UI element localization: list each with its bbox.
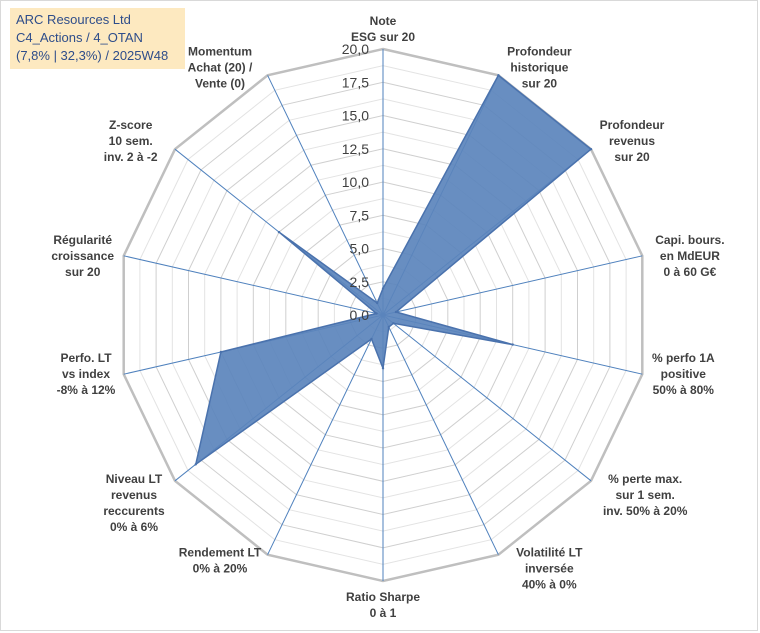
axis-spoke [382, 255, 643, 316]
axis-label: Profondeur revenus sur 20 [600, 118, 665, 164]
data-point [376, 301, 379, 305]
axis-label-line: Ratio Sharpe [346, 590, 420, 604]
series-area [194, 74, 593, 467]
axis-label: Note ESG sur 20 [351, 14, 415, 44]
axis-label: Ratio Sharpe 0 à 1 [346, 590, 420, 620]
tick-label: 20,0 [342, 41, 369, 57]
axis-label-line: % perte max. [608, 472, 682, 486]
data-point [194, 463, 197, 466]
tick-label: 7,5 [350, 207, 370, 223]
axis-label-line: 0% à 6% [110, 520, 158, 534]
axis-label-line: revenus [609, 134, 655, 148]
data-point [392, 322, 395, 325]
data-point [219, 350, 223, 354]
axis-label: Capi. bours. en MdEUR 0 à 60 G€ [655, 233, 724, 279]
axis-label-line: Régularité [53, 233, 112, 247]
axis-label: Perfo. LT vs index -8% à 12% [57, 351, 116, 397]
axis-label-line: sur 20 [614, 150, 650, 164]
axis-label-line: 10 sem. [109, 134, 153, 148]
axis-label-line: 50% à 80% [653, 383, 715, 397]
radar-tick-labels: 0,0 2,5 5,0 7,5 10,0 12,5 15,0 17,5 20,0 [342, 41, 369, 323]
axis-label: Régularité croissance sur 20 [51, 233, 114, 279]
axis-label-line: reccurents [103, 504, 165, 518]
axis-label-line: Vente (0) [195, 76, 245, 90]
data-point [370, 337, 373, 341]
data-point [387, 325, 390, 329]
axis-label-line: revenus [111, 488, 157, 502]
axis-label-line: Z-score [109, 118, 153, 132]
title-line-category: C4_Actions / 4_OTAN [16, 30, 143, 45]
tick-label: 5,0 [350, 241, 370, 257]
data-point [394, 310, 398, 314]
axis-label: Z-score 10 sem. inv. 2 à -2 [104, 118, 158, 164]
tick-label: 12,5 [342, 141, 369, 157]
data-point [497, 74, 500, 77]
data-point [277, 230, 281, 234]
tick-label: 0,0 [350, 307, 370, 323]
axis-label: Volatilité LT inversée 40% à 0% [516, 546, 583, 592]
axis-label-line: positive [661, 367, 707, 381]
data-point [589, 148, 593, 151]
axis-label-line: inversée [525, 562, 574, 576]
axis-label-line: Perfo. LT [60, 351, 112, 365]
axis-label-line: Volatilité LT [516, 546, 583, 560]
axis-spoke [382, 314, 592, 482]
axis-spoke [382, 314, 499, 555]
title-line-company: ARC Resources Ltd [16, 12, 131, 27]
axis-label: Rendement LT 0% à 20% [179, 546, 262, 576]
data-point [381, 367, 385, 370]
axis-spoke [267, 314, 384, 555]
axis-label-line: inv. 2 à -2 [104, 150, 158, 164]
axis-label-line: 0% à 20% [193, 562, 248, 576]
tick-label: 17,5 [342, 74, 369, 90]
chart-title-box: ARC Resources Ltd C4_Actions / 4_OTAN (7… [10, 8, 185, 69]
axis-label: Niveau LT revenus reccurents 0% à 6% [103, 472, 165, 534]
axis-label-line: inv. 50% à 20% [603, 504, 688, 518]
axis-label-line: sur 20 [522, 76, 558, 90]
axis-label-line: Achat (20) / [188, 60, 253, 74]
axis-label-line: Rendement LT [179, 546, 262, 560]
axis-label-line: ESG sur 20 [351, 30, 415, 44]
axis-label-line: 40% à 0% [522, 578, 577, 592]
axis-label-line: Note [370, 14, 397, 28]
data-point [381, 287, 385, 290]
axis-label: Momentum Achat (20) / Vente (0) [188, 44, 253, 90]
axis-label-line: en MdEUR [660, 249, 720, 263]
axis-label-line: sur 20 [65, 265, 101, 279]
axis-label-line: historique [510, 60, 568, 74]
tick-label: 15,0 [342, 108, 369, 124]
axis-label-line: sur 1 sem. [616, 488, 675, 502]
data-point [375, 312, 378, 315]
axis-label-line: vs index [62, 367, 110, 381]
axis-spoke [123, 255, 384, 316]
data-point [511, 343, 514, 346]
axis-label-line: 0 à 1 [370, 606, 397, 620]
axis-label: Profondeur historique sur 20 [507, 44, 572, 90]
axis-label-line: Niveau LT [106, 472, 163, 486]
axis-label-line: croissance [51, 249, 114, 263]
title-line-stats: (7,8% | 32,3%) / 2025W48 [16, 48, 169, 63]
axis-label-line: Capi. bours. [655, 233, 724, 247]
axis-spoke [267, 75, 384, 316]
radar-series [194, 74, 593, 467]
axis-label-line: 0 à 60 G€ [664, 265, 717, 279]
tick-label: 2,5 [350, 274, 370, 290]
axis-label-line: Profondeur [600, 118, 665, 132]
axis-label: % perte max. sur 1 sem. inv. 50% à 20% [603, 472, 688, 518]
axis-label-line: % perfo 1A [652, 351, 715, 365]
axis-label: % perfo 1A positive 50% à 80% [652, 351, 715, 397]
axis-label-line: Momentum [188, 44, 252, 58]
axis-label-line: -8% à 12% [57, 383, 116, 397]
axis-label-line: Profondeur [507, 44, 572, 58]
radar-axis-labels: Note ESG sur 20 Profondeur historique sur 20… [51, 14, 724, 620]
tick-label: 10,0 [342, 174, 369, 190]
